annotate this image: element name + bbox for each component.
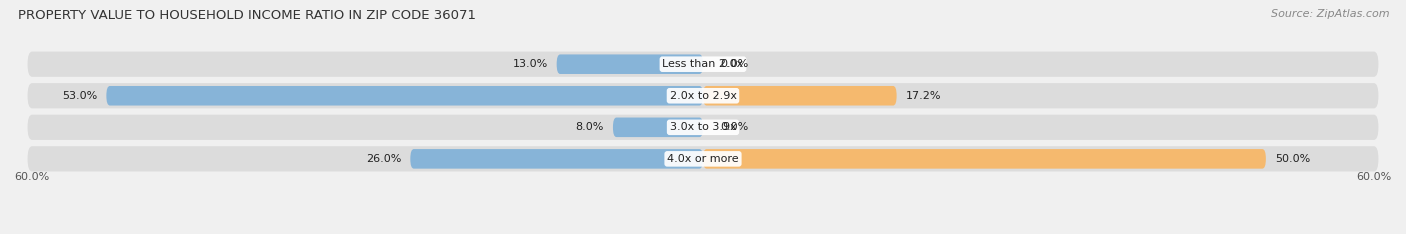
Text: 4.0x or more: 4.0x or more [668,154,738,164]
Text: 13.0%: 13.0% [512,59,548,69]
Text: 0.0%: 0.0% [720,122,748,132]
Text: 53.0%: 53.0% [62,91,97,101]
FancyBboxPatch shape [411,149,703,169]
FancyBboxPatch shape [28,146,1378,172]
Legend: Without Mortgage, With Mortgage: Without Mortgage, With Mortgage [582,231,824,234]
Text: 8.0%: 8.0% [575,122,605,132]
Text: 60.0%: 60.0% [14,172,49,182]
Text: 60.0%: 60.0% [1357,172,1392,182]
FancyBboxPatch shape [28,83,1378,108]
FancyBboxPatch shape [28,51,1378,77]
Text: 2.0x to 2.9x: 2.0x to 2.9x [669,91,737,101]
Text: PROPERTY VALUE TO HOUSEHOLD INCOME RATIO IN ZIP CODE 36071: PROPERTY VALUE TO HOUSEHOLD INCOME RATIO… [18,9,477,22]
Text: Source: ZipAtlas.com: Source: ZipAtlas.com [1271,9,1389,19]
Text: 17.2%: 17.2% [905,91,941,101]
Text: 26.0%: 26.0% [366,154,401,164]
FancyBboxPatch shape [28,115,1378,140]
Text: 3.0x to 3.9x: 3.0x to 3.9x [669,122,737,132]
Text: 50.0%: 50.0% [1275,154,1310,164]
Text: 0.0%: 0.0% [720,59,748,69]
FancyBboxPatch shape [703,149,1265,169]
FancyBboxPatch shape [557,55,703,74]
Text: Less than 2.0x: Less than 2.0x [662,59,744,69]
FancyBboxPatch shape [107,86,703,106]
FancyBboxPatch shape [703,86,897,106]
FancyBboxPatch shape [613,117,703,137]
